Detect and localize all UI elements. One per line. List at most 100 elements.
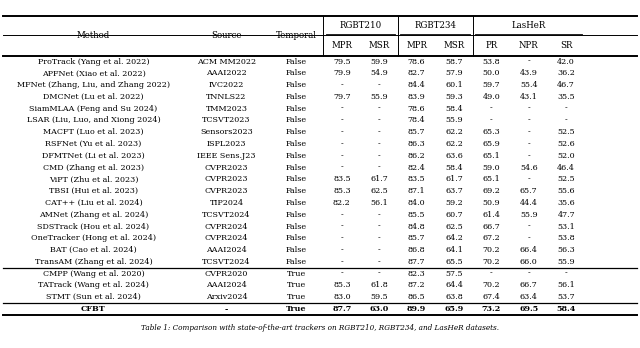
Text: LasHeR: LasHeR [511, 21, 546, 30]
Text: 63.4: 63.4 [520, 293, 538, 301]
Text: False: False [285, 187, 307, 195]
Text: 44.4: 44.4 [520, 199, 538, 207]
Text: 55.9: 55.9 [557, 258, 575, 266]
Text: 59.5: 59.5 [371, 293, 388, 301]
Text: 56.1: 56.1 [371, 199, 388, 207]
Text: Arxiv2024: Arxiv2024 [205, 293, 247, 301]
Text: -: - [378, 152, 381, 160]
Text: 58.4: 58.4 [445, 105, 463, 113]
Text: False: False [285, 57, 307, 65]
Text: True: True [287, 282, 306, 290]
Text: False: False [285, 246, 307, 254]
Text: -: - [378, 211, 381, 219]
Text: CAT++ (Liu et al. 2024): CAT++ (Liu et al. 2024) [45, 199, 142, 207]
Text: 61.4: 61.4 [483, 211, 500, 219]
Text: -: - [564, 105, 568, 113]
Text: 36.2: 36.2 [557, 69, 575, 77]
Text: -: - [527, 128, 530, 136]
Text: -: - [340, 81, 343, 89]
Text: Sensors2023: Sensors2023 [200, 128, 253, 136]
Text: True: True [287, 270, 306, 278]
Text: TCSVT2023: TCSVT2023 [202, 117, 251, 125]
Text: 55.9: 55.9 [445, 117, 463, 125]
Text: 60.1: 60.1 [445, 81, 463, 89]
Text: 53.7: 53.7 [557, 293, 575, 301]
Text: True: True [286, 305, 307, 313]
Text: 35.5: 35.5 [557, 93, 575, 101]
Text: 50.0: 50.0 [483, 69, 500, 77]
Text: -: - [378, 258, 381, 266]
Text: -: - [340, 258, 343, 266]
Text: False: False [285, 117, 307, 125]
Text: -: - [340, 164, 343, 172]
Text: False: False [285, 105, 307, 113]
Text: -: - [340, 223, 343, 231]
Text: -: - [340, 211, 343, 219]
Text: 84.0: 84.0 [408, 199, 426, 207]
Text: -: - [340, 140, 343, 148]
Text: 82.2: 82.2 [333, 199, 351, 207]
Text: -: - [527, 234, 530, 242]
Text: 57.5: 57.5 [445, 270, 463, 278]
Text: 58.4: 58.4 [445, 164, 463, 172]
Text: 82.3: 82.3 [408, 270, 426, 278]
Text: False: False [285, 175, 307, 183]
Text: 84.4: 84.4 [408, 81, 426, 89]
Text: CVPR2023: CVPR2023 [205, 164, 248, 172]
Text: 84.8: 84.8 [408, 223, 426, 231]
Text: 47.7: 47.7 [557, 211, 575, 219]
Text: 85.3: 85.3 [333, 282, 351, 290]
Text: 65.7: 65.7 [520, 187, 538, 195]
Text: 85.5: 85.5 [408, 211, 426, 219]
Text: SDSTrack (Hou et al. 2024): SDSTrack (Hou et al. 2024) [37, 223, 150, 231]
Text: 65.9: 65.9 [483, 140, 500, 148]
Text: -: - [340, 117, 343, 125]
Text: ACM MM2022: ACM MM2022 [197, 57, 256, 65]
Text: -: - [378, 246, 381, 254]
Text: False: False [285, 234, 307, 242]
Text: 65.5: 65.5 [445, 258, 463, 266]
Text: -: - [564, 117, 568, 125]
Text: 83.5: 83.5 [408, 175, 426, 183]
Text: 69.5: 69.5 [519, 305, 538, 313]
Text: 83.5: 83.5 [333, 175, 351, 183]
Text: 87.7: 87.7 [408, 258, 426, 266]
Text: -: - [527, 175, 530, 183]
Text: 59.9: 59.9 [371, 57, 388, 65]
Text: AAAI2024: AAAI2024 [206, 246, 247, 254]
Text: AAAI2024: AAAI2024 [206, 282, 247, 290]
Text: False: False [285, 223, 307, 231]
Text: 66.0: 66.0 [520, 258, 538, 266]
Text: 53.1: 53.1 [557, 223, 575, 231]
Text: 59.2: 59.2 [445, 199, 463, 207]
Text: Method: Method [77, 31, 110, 40]
Text: False: False [285, 199, 307, 207]
Text: 61.7: 61.7 [445, 175, 463, 183]
Text: BAT (Cao et al. 2024): BAT (Cao et al. 2024) [50, 246, 137, 254]
Text: 64.2: 64.2 [445, 234, 463, 242]
Text: 46.7: 46.7 [557, 81, 575, 89]
Text: STMT (Sun et al. 2024): STMT (Sun et al. 2024) [46, 293, 141, 301]
Text: -: - [225, 305, 228, 313]
Text: 43.9: 43.9 [520, 69, 538, 77]
Text: RGBT210: RGBT210 [339, 21, 381, 30]
Text: -: - [340, 246, 343, 254]
Text: 67.2: 67.2 [483, 234, 500, 242]
Text: 64.4: 64.4 [445, 282, 463, 290]
Text: 52.0: 52.0 [557, 152, 575, 160]
Text: -: - [527, 140, 530, 148]
Text: False: False [285, 211, 307, 219]
Text: IEEE Sens.J23: IEEE Sens.J23 [197, 152, 256, 160]
Text: CMPP (Wang et al. 2020): CMPP (Wang et al. 2020) [43, 270, 145, 278]
Text: 55.6: 55.6 [557, 187, 575, 195]
Text: False: False [285, 140, 307, 148]
Text: -: - [378, 270, 381, 278]
Text: -: - [490, 105, 493, 113]
Text: 82.4: 82.4 [408, 164, 426, 172]
Text: CMD (Zhang et al. 2023): CMD (Zhang et al. 2023) [43, 164, 144, 172]
Text: -: - [527, 117, 530, 125]
Text: 79.7: 79.7 [333, 93, 351, 101]
Text: ProTrack (Yang et al. 2022): ProTrack (Yang et al. 2022) [38, 57, 149, 65]
Text: CFBT: CFBT [81, 305, 106, 313]
Text: 60.7: 60.7 [445, 211, 463, 219]
